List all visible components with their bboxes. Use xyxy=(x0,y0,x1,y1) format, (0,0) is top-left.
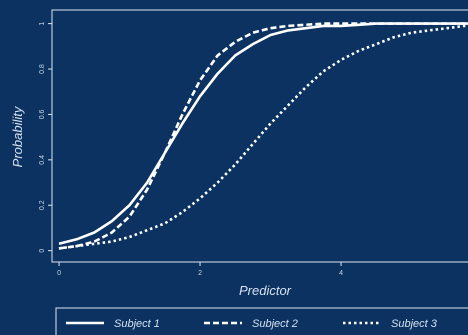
y-tick-label: 0.4 xyxy=(39,155,46,165)
legend-label-1: Subject 1 xyxy=(114,318,160,330)
series-line-3 xyxy=(58,24,468,250)
x-tick-label: 4 xyxy=(339,270,343,277)
y-tick-label: 0.8 xyxy=(39,64,46,74)
x-axis-title: Predictor xyxy=(239,283,292,298)
y-tick-label: 0.6 xyxy=(39,109,46,119)
series-line-1 xyxy=(58,22,468,246)
y-axis: 0 0.2 0.4 0.6 0.8 1 xyxy=(39,22,52,253)
y-tick-label: 0.2 xyxy=(39,200,46,210)
y-tick-label: 0 xyxy=(39,249,46,253)
legend-label-2: Subject 2 xyxy=(252,318,298,330)
legend: Subject 1 Subject 2 Subject 3 xyxy=(55,307,468,335)
y-axis-title: Probability xyxy=(10,105,25,167)
legend-box xyxy=(55,307,468,335)
x-axis: 0246 xyxy=(57,262,343,277)
y-tick-label: 1 xyxy=(39,22,46,26)
curves xyxy=(58,22,468,250)
x-tick-label: 0 xyxy=(57,270,61,277)
plot-frame xyxy=(51,9,468,263)
x-tick-label: 2 xyxy=(198,270,202,277)
legend-label-3: Subject 3 xyxy=(391,318,438,330)
